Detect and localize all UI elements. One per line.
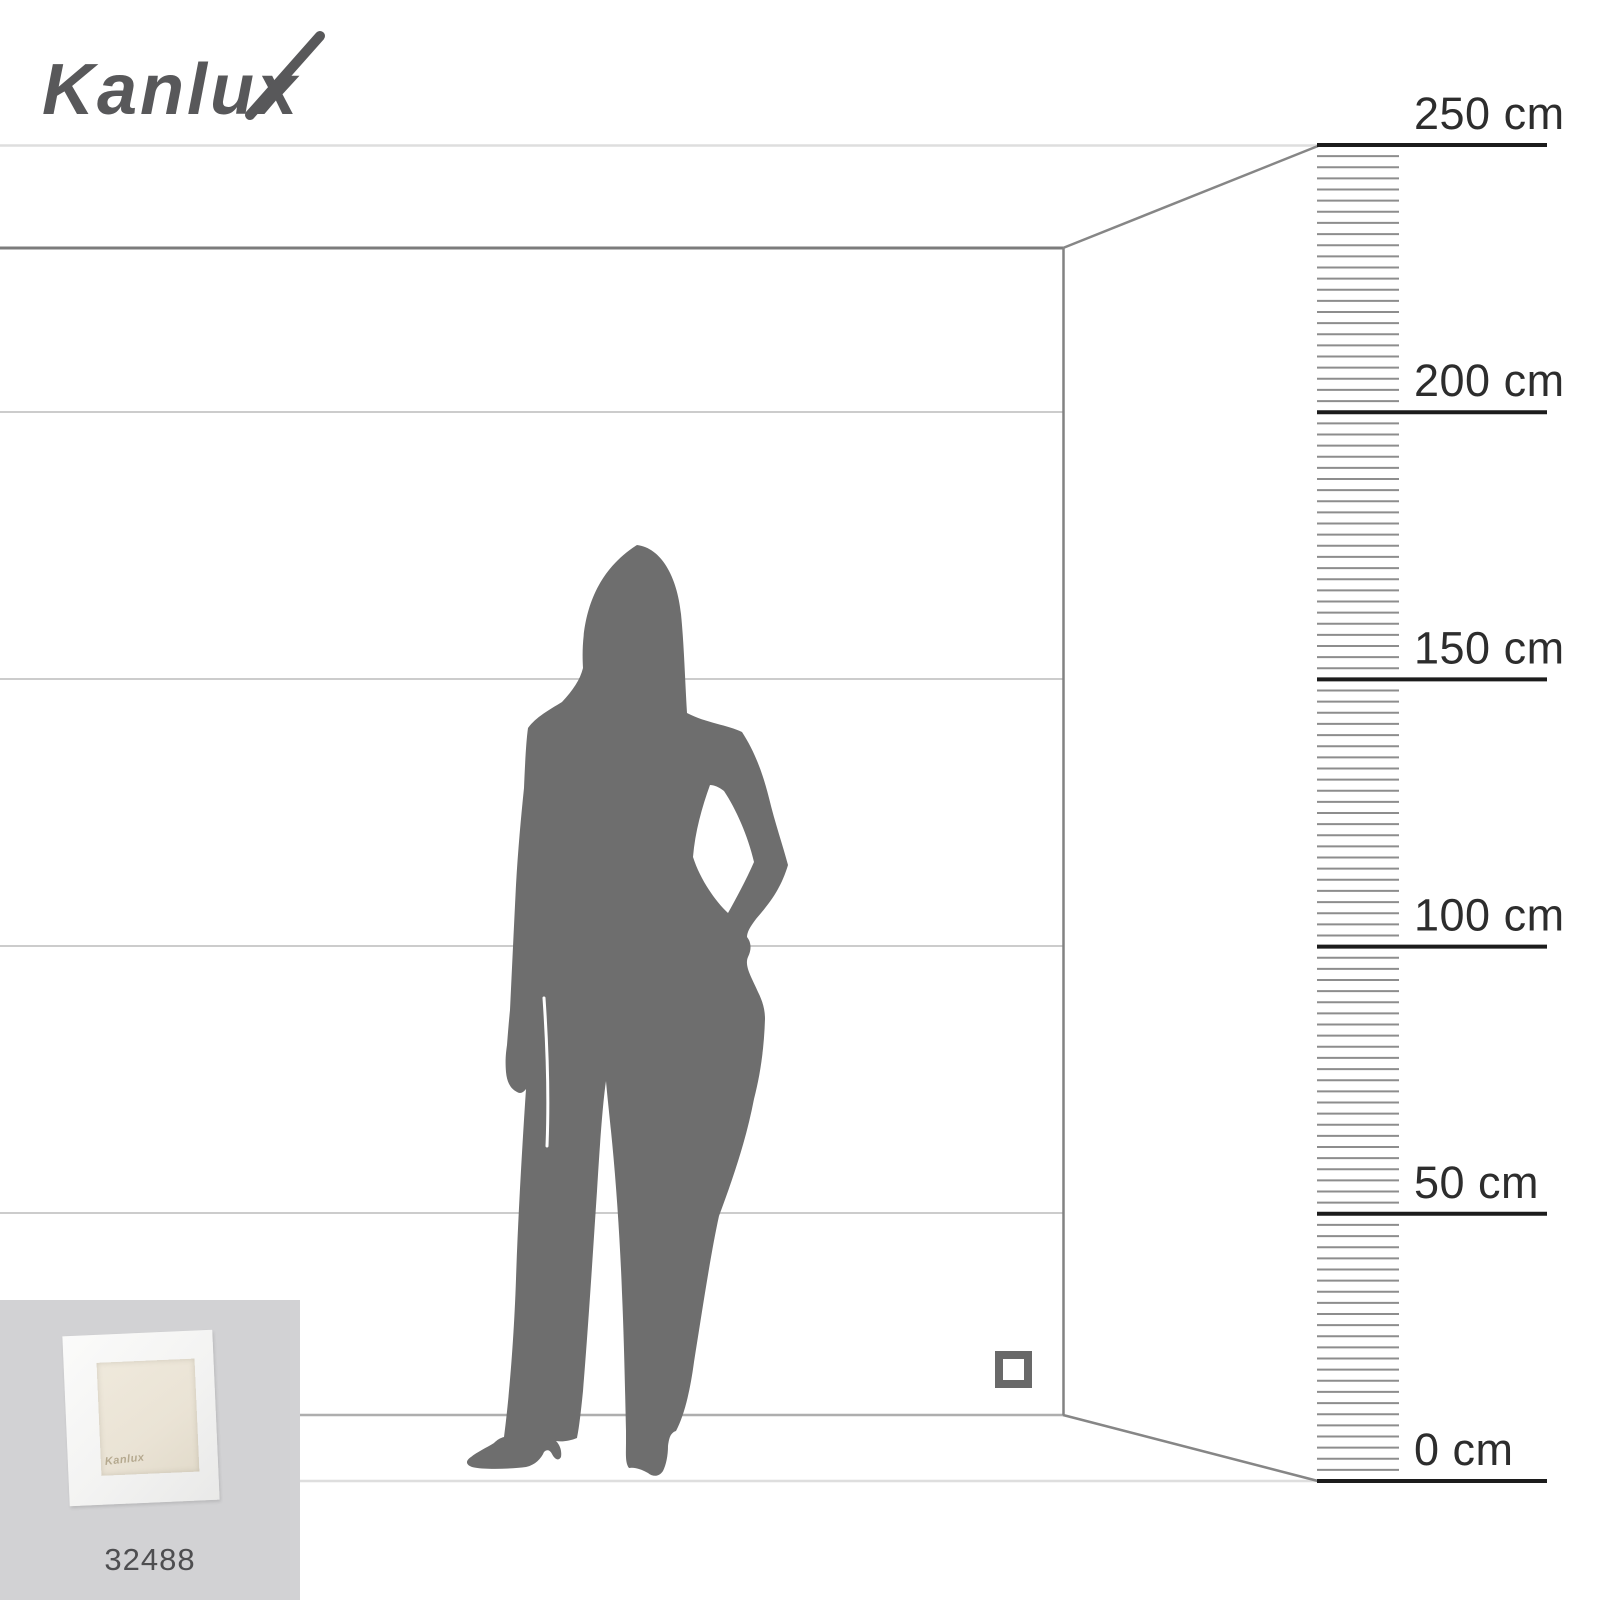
ruler-label: 50 cm [1414,1157,1539,1208]
arm-body-separation-line [542,996,550,1148]
kanlux-logo: Kanlux [42,31,325,130]
floor-perspective-line [1062,1413,1319,1483]
wall-product-marker [995,1351,1032,1388]
kanlux-logo-slash [245,31,325,120]
woman-silhouette [466,545,788,1476]
ruler-label: 0 cm [1414,1424,1514,1475]
product-photo: Kanlux [62,1329,220,1507]
woman-silhouette-shape [466,545,788,1476]
product-code: 32488 [104,1542,196,1577]
product-thumbnail-panel: Kanlux 32488 [0,1300,300,1600]
product-light-surface: Kanlux [96,1358,200,1476]
ruler-label: 100 cm [1414,890,1565,941]
ruler-label: 250 cm [1414,88,1565,139]
ceiling-perspective-line [1062,144,1319,250]
kanlux-logo-text: Kanlux [42,50,300,130]
product-watermark-text: Kanlux [104,1451,146,1468]
ruler-label: 150 cm [1414,622,1565,673]
ruler-label: 200 cm [1414,355,1565,406]
height-ruler: 250 cm 200 cm 150 cm 100 cm 50 cm 0 cm [1317,88,1565,1483]
